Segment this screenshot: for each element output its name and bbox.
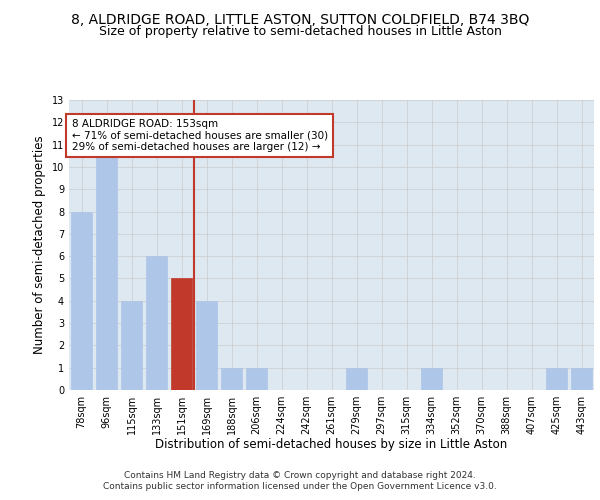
Bar	[121, 301, 142, 390]
Y-axis label: Number of semi-detached properties: Number of semi-detached properties	[33, 136, 46, 354]
Text: Contains public sector information licensed under the Open Government Licence v3: Contains public sector information licen…	[103, 482, 497, 491]
Bar	[346, 368, 367, 390]
Text: Contains HM Land Registry data © Crown copyright and database right 2024.: Contains HM Land Registry data © Crown c…	[124, 471, 476, 480]
Bar	[246, 368, 267, 390]
Bar	[146, 256, 167, 390]
Bar	[546, 368, 567, 390]
Bar	[571, 368, 592, 390]
Text: Size of property relative to semi-detached houses in Little Aston: Size of property relative to semi-detach…	[98, 25, 502, 38]
Bar	[221, 368, 242, 390]
Text: 8 ALDRIDGE ROAD: 153sqm
← 71% of semi-detached houses are smaller (30)
29% of se: 8 ALDRIDGE ROAD: 153sqm ← 71% of semi-de…	[71, 119, 328, 152]
Bar	[421, 368, 442, 390]
Bar	[171, 278, 192, 390]
Bar	[96, 144, 117, 390]
Bar	[196, 301, 217, 390]
Text: 8, ALDRIDGE ROAD, LITTLE ASTON, SUTTON COLDFIELD, B74 3BQ: 8, ALDRIDGE ROAD, LITTLE ASTON, SUTTON C…	[71, 12, 529, 26]
Bar	[71, 212, 92, 390]
X-axis label: Distribution of semi-detached houses by size in Little Aston: Distribution of semi-detached houses by …	[155, 438, 508, 452]
